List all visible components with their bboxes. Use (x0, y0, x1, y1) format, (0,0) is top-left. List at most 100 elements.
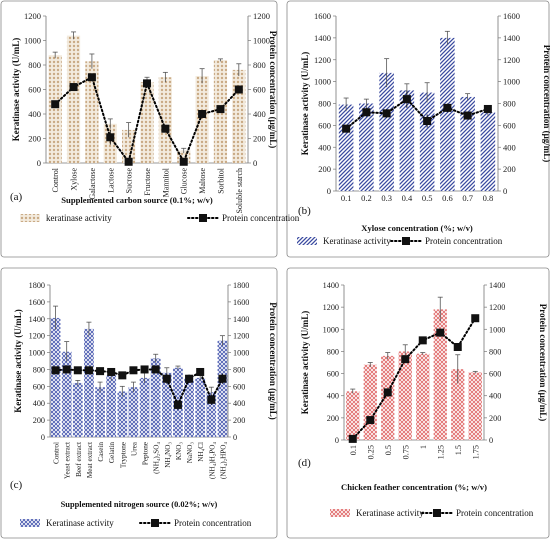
x-tick-label: Control (53, 442, 61, 464)
panel-a: 0 200 400 600 800 1000 1200 0 200 400 600 800 1000 12… (10, 11, 300, 223)
x-tick-label: Control (51, 167, 60, 192)
bar (363, 364, 377, 440)
protein-point (362, 108, 371, 117)
x-axis-title: Supplemented carbon source (0.1%; w/v) (61, 195, 213, 205)
protein-point (383, 388, 392, 397)
protein-point (366, 416, 375, 425)
y2-tick-label: 200 (253, 134, 266, 144)
y-tick-label: 1400 (314, 33, 331, 43)
x-tick-label: Sorbitol (216, 167, 225, 194)
x-tick-label: Glucose (180, 168, 189, 195)
x-tick-label: Urea (130, 441, 138, 456)
x-tick-label: 0.6 (442, 193, 453, 203)
bar (184, 378, 194, 437)
y2-tick-label: 600 (489, 370, 501, 379)
bar (416, 353, 430, 440)
protein-point (173, 400, 182, 409)
bar (48, 55, 62, 164)
x-tick-label: NH₄Cl (197, 442, 205, 462)
bar (440, 37, 455, 191)
x-tick-label: Fructose (143, 168, 152, 196)
bar (398, 351, 412, 440)
y-tick-label: 1600 (29, 298, 45, 307)
bar (468, 372, 482, 440)
y-tick-label: 0 (335, 436, 339, 445)
bar (206, 392, 217, 437)
y-tick-label: 600 (28, 85, 41, 95)
panel-frame-c (0, 267, 278, 539)
panel-b: 0 200 400 600 800 1000 1200 1400 1600 0 200 400 600 8… (297, 11, 550, 246)
y-tick-label: 200 (318, 164, 331, 174)
x-tick-label: Galactose (88, 168, 97, 200)
bar (419, 92, 435, 191)
y2-tick-label: 600 (503, 120, 516, 130)
protein-point (216, 105, 225, 114)
legend-label-bar: keratinase activity (46, 213, 112, 223)
x-tick-label: 0.2 (361, 193, 372, 203)
protein-point (140, 365, 149, 374)
y-tick-label: 200 (327, 414, 339, 423)
protein-point (463, 111, 472, 120)
protein-point (161, 124, 170, 133)
bar (66, 35, 81, 163)
protein-point (471, 314, 480, 323)
legend-label-bar: Keratinase activity (46, 518, 114, 528)
x-tick-label: 0.8 (483, 193, 494, 203)
y-tick-label: 1800 (29, 281, 45, 290)
x-tick-label: 1.25 (436, 445, 445, 459)
protein-point (218, 374, 227, 383)
x-tick-label: 1 (419, 445, 428, 449)
bar (139, 377, 150, 437)
bar (359, 103, 374, 191)
bar (195, 76, 209, 163)
x-tick-label: Yeast extract (64, 442, 72, 479)
y2-tick-label: 1200 (489, 303, 505, 312)
y2-axis-title: Protein concentration (μg/mL) (268, 31, 278, 148)
x-tick-label: KNO₃ (175, 442, 183, 461)
y-tick-label: 1000 (29, 349, 45, 358)
legend-label-bar: Keratinase activity (356, 508, 424, 518)
y2-tick-label: 800 (489, 347, 501, 356)
protein-point (107, 367, 116, 376)
y2-tick-label: 1000 (489, 325, 505, 334)
y-axis-title: Keratinase activity (U/mL) (11, 38, 21, 141)
legend-label-line: Protein concentration (425, 236, 503, 246)
x-tick-label: Sucrose (125, 168, 134, 194)
y-tick-label: 1000 (24, 36, 41, 46)
protein-point (62, 365, 71, 374)
y-tick-label: 1200 (314, 55, 331, 65)
y2-tick-label: 600 (253, 85, 266, 95)
protein-point (443, 103, 452, 112)
legend-swatch-marker (433, 509, 441, 517)
y2-tick-label: 800 (253, 60, 266, 70)
bar (61, 351, 72, 437)
y-tick-label: 200 (33, 416, 45, 425)
y2-tick-label: 800 (503, 99, 516, 109)
x-tick-label: 0.4 (402, 193, 413, 203)
x-tick-label: (NH₄)₂HPO₄ (219, 442, 227, 480)
panel-label: (a) (10, 191, 23, 203)
protein-point (342, 124, 351, 133)
legend-swatch-marker (402, 237, 410, 245)
bar (106, 375, 117, 437)
protein-point (118, 371, 127, 380)
y-tick-label: 400 (28, 109, 41, 119)
bar (460, 96, 475, 191)
y-tick-label: 800 (318, 99, 331, 109)
protein-point (418, 336, 427, 345)
protein-point (84, 366, 93, 375)
y-tick-label: 0 (41, 433, 45, 442)
y-tick-label: 400 (327, 392, 339, 401)
x-axis-title: Supplemented nitrogen source (0.02%; w/v… (61, 500, 218, 509)
legend-swatch-bar (20, 214, 40, 222)
protein-point (196, 367, 205, 376)
protein-point (453, 343, 462, 351)
protein-point (402, 95, 411, 104)
y-axis-title: Keratinase activity (U/mL) (300, 311, 310, 414)
x-tick-label: Beef extract (75, 442, 83, 477)
protein-point (179, 157, 188, 166)
legend-swatch-bar (297, 237, 317, 245)
panel-frame-b (286, 0, 550, 258)
y2-tick-label: 1000 (503, 77, 520, 87)
